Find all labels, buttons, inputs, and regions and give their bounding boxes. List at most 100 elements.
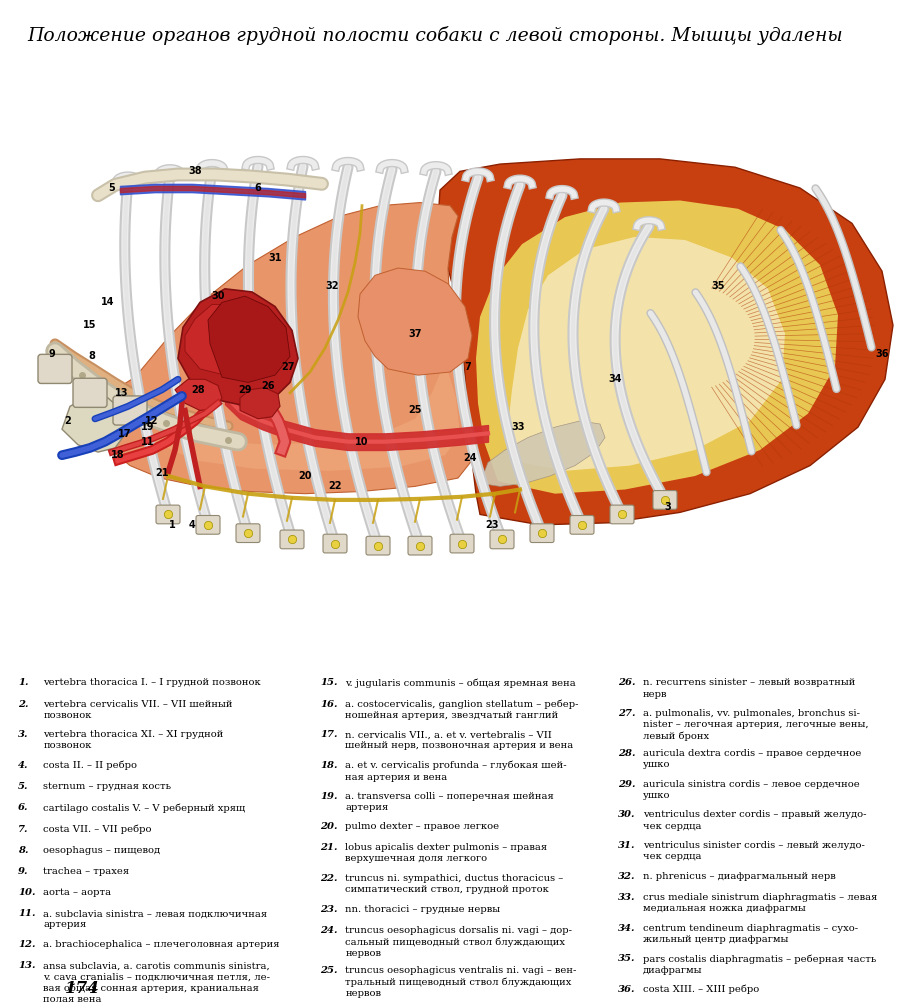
Text: 31: 31 bbox=[268, 252, 281, 262]
Text: 32.: 32. bbox=[618, 871, 635, 880]
Text: 34: 34 bbox=[607, 374, 621, 384]
Text: 36: 36 bbox=[874, 350, 888, 360]
Text: truncus oesophagicus ventralis ni. vagi – вен-
тральный пищеводный ствол блуждаю: truncus oesophagicus ventralis ni. vagi … bbox=[346, 966, 576, 998]
Text: 11: 11 bbox=[142, 437, 154, 446]
Text: 5.: 5. bbox=[18, 782, 28, 791]
Text: pars costalis diaphragmatis – реберная часть
диафрагмы: pars costalis diaphragmatis – реберная ч… bbox=[642, 954, 875, 975]
Polygon shape bbox=[240, 388, 279, 419]
Text: a. brachiocephalica – плечеголовная артерия: a. brachiocephalica – плечеголовная арте… bbox=[43, 940, 279, 949]
Polygon shape bbox=[480, 421, 605, 486]
Text: 8: 8 bbox=[88, 352, 96, 362]
FancyBboxPatch shape bbox=[490, 530, 514, 549]
Polygon shape bbox=[208, 296, 289, 383]
Text: vertebra cervicalis VII. – VII шейный
позвонок: vertebra cervicalis VII. – VII шейный по… bbox=[43, 699, 233, 720]
Text: 27: 27 bbox=[281, 362, 294, 372]
Text: 1.: 1. bbox=[18, 678, 28, 687]
Text: 33: 33 bbox=[511, 422, 524, 432]
Text: 36.: 36. bbox=[618, 985, 635, 994]
Text: aorta – аорта: aorta – аорта bbox=[43, 888, 111, 897]
Text: 28: 28 bbox=[191, 385, 205, 395]
FancyBboxPatch shape bbox=[73, 378, 107, 407]
Text: 30: 30 bbox=[211, 291, 224, 302]
Text: centrum tendineum diaphragmatis – сухо-
жильный центр диафрагмы: centrum tendineum diaphragmatis – сухо- … bbox=[642, 924, 857, 944]
Text: a. transversa colli – поперечная шейная
артерия: a. transversa colli – поперечная шейная … bbox=[346, 792, 553, 812]
Text: 2: 2 bbox=[64, 416, 72, 426]
Text: 23: 23 bbox=[484, 520, 498, 530]
Text: crus mediale sinistrum diaphragmatis – левая
медиальная ножка диафрагмы: crus mediale sinistrum diaphragmatis – л… bbox=[642, 892, 877, 913]
Polygon shape bbox=[437, 159, 892, 525]
Text: 32: 32 bbox=[325, 280, 338, 290]
Text: costa XIII. – XIII ребро: costa XIII. – XIII ребро bbox=[642, 985, 758, 994]
FancyBboxPatch shape bbox=[38, 355, 72, 384]
Text: 38: 38 bbox=[188, 167, 201, 176]
Text: 26: 26 bbox=[261, 381, 275, 391]
FancyBboxPatch shape bbox=[609, 506, 633, 524]
Text: vertebra thoracica XI. – XI грудной
позвонок: vertebra thoracica XI. – XI грудной позв… bbox=[43, 731, 223, 751]
Text: 29.: 29. bbox=[618, 780, 635, 789]
Text: 17: 17 bbox=[119, 429, 131, 439]
Text: 37: 37 bbox=[408, 329, 421, 339]
Text: costa II. – II ребро: costa II. – II ребро bbox=[43, 761, 137, 771]
Text: 10: 10 bbox=[355, 437, 369, 446]
Text: 6.: 6. bbox=[18, 803, 28, 812]
Text: 21.: 21. bbox=[320, 843, 337, 852]
Text: n. recurrens sinister – левый возвратный
нерв: n. recurrens sinister – левый возвратный… bbox=[642, 678, 855, 698]
Text: ventriculus sinister cordis – левый желудо-
чек сердца: ventriculus sinister cordis – левый желу… bbox=[642, 841, 864, 861]
Text: 24.: 24. bbox=[320, 926, 337, 935]
Text: truncus ni. sympathici, ductus thoracicus –
симпатический ствол, грудной проток: truncus ni. sympathici, ductus thoracicu… bbox=[346, 874, 563, 894]
Text: 20: 20 bbox=[298, 471, 312, 481]
FancyBboxPatch shape bbox=[449, 535, 473, 553]
Text: 3.: 3. bbox=[18, 731, 28, 740]
FancyBboxPatch shape bbox=[279, 530, 303, 549]
Text: 13.: 13. bbox=[18, 961, 36, 970]
Text: 31.: 31. bbox=[618, 841, 635, 850]
Text: 8.: 8. bbox=[18, 846, 28, 855]
FancyBboxPatch shape bbox=[196, 516, 220, 535]
Text: auricula dextra cordis – правое сердечное
ушко: auricula dextra cordis – правое сердечно… bbox=[642, 749, 860, 769]
Polygon shape bbox=[185, 305, 265, 375]
Polygon shape bbox=[62, 396, 125, 452]
Text: 12: 12 bbox=[145, 416, 159, 426]
Text: costa VII. – VII ребро: costa VII. – VII ребро bbox=[43, 824, 152, 834]
Text: 33.: 33. bbox=[618, 892, 635, 901]
Text: 2.: 2. bbox=[18, 699, 28, 709]
Text: 25: 25 bbox=[408, 405, 421, 415]
Text: cartilago costalis V. – V реберный хрящ: cartilago costalis V. – V реберный хрящ bbox=[43, 803, 245, 813]
Text: a. costocervicalis, ganglion stellatum – ребер-
ношейная артерия, звездчатый ган: a. costocervicalis, ganglion stellatum –… bbox=[346, 699, 578, 721]
Text: a. et v. cervicalis profunda – глубокая шей-
ная артерия и вена: a. et v. cervicalis profunda – глубокая … bbox=[346, 761, 566, 782]
Text: 35: 35 bbox=[710, 280, 724, 290]
Text: 16.: 16. bbox=[320, 699, 337, 709]
Text: 7: 7 bbox=[464, 362, 471, 372]
Text: 10.: 10. bbox=[18, 888, 36, 897]
Text: truncus oesophagicus dorsalis ni. vagi – дор-
сальный пищеводный ствол блуждающи: truncus oesophagicus dorsalis ni. vagi –… bbox=[346, 926, 572, 958]
Text: 28.: 28. bbox=[618, 749, 635, 758]
Polygon shape bbox=[175, 379, 221, 410]
Text: 3: 3 bbox=[664, 502, 671, 513]
Text: 6: 6 bbox=[255, 183, 261, 193]
Text: 9.: 9. bbox=[18, 867, 28, 876]
Polygon shape bbox=[177, 288, 298, 406]
Text: 15.: 15. bbox=[320, 678, 337, 687]
Polygon shape bbox=[85, 203, 471, 493]
Text: 19: 19 bbox=[142, 422, 154, 432]
Text: 1: 1 bbox=[168, 520, 176, 530]
FancyBboxPatch shape bbox=[529, 524, 553, 543]
FancyBboxPatch shape bbox=[323, 535, 346, 553]
Text: ansa subclavia, a. carotis communis sinistra,
v. cava cranialis – подключичная п: ansa subclavia, a. carotis communis sini… bbox=[43, 961, 270, 1004]
Text: 4: 4 bbox=[188, 520, 195, 530]
Text: n. phrenicus – диафрагмальный нерв: n. phrenicus – диафрагмальный нерв bbox=[642, 871, 834, 880]
Text: 13: 13 bbox=[115, 388, 129, 398]
Text: trachea – трахея: trachea – трахея bbox=[43, 867, 130, 876]
Text: 12.: 12. bbox=[18, 940, 36, 949]
FancyBboxPatch shape bbox=[366, 537, 390, 555]
Text: 24: 24 bbox=[463, 453, 476, 463]
Polygon shape bbox=[475, 200, 837, 493]
Text: 22: 22 bbox=[328, 481, 341, 491]
Text: pulmo dexter – правое легкое: pulmo dexter – правое легкое bbox=[346, 822, 499, 831]
Text: oesophagus – пищевод: oesophagus – пищевод bbox=[43, 846, 161, 855]
Text: 17.: 17. bbox=[320, 731, 337, 740]
Polygon shape bbox=[150, 362, 460, 470]
Text: 29: 29 bbox=[238, 385, 252, 395]
FancyBboxPatch shape bbox=[156, 506, 180, 524]
Text: 7.: 7. bbox=[18, 824, 28, 833]
